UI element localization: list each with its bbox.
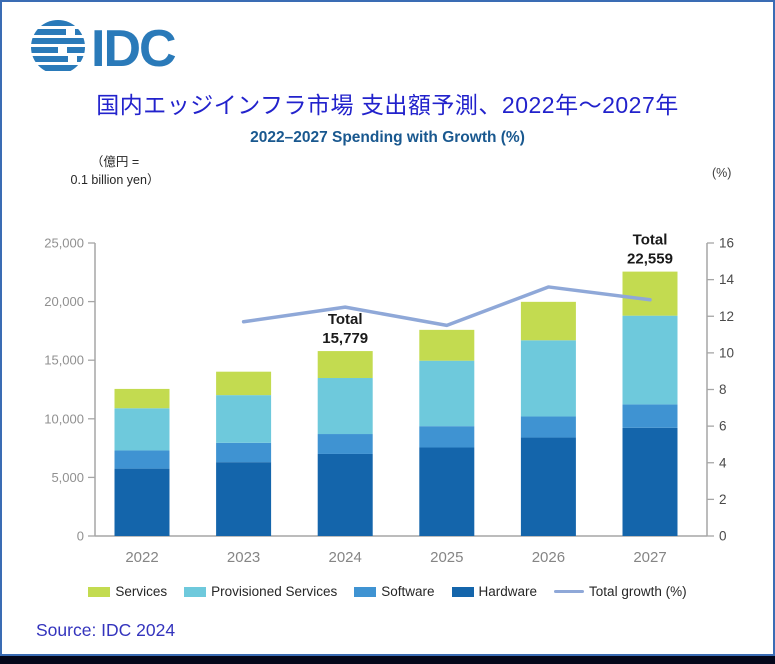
bar-segment-2022-provisioned-services — [114, 408, 170, 451]
bar-segment-2024-hardware — [317, 453, 373, 536]
legend-label: Services — [115, 584, 168, 599]
bar-segment-2023-hardware — [216, 462, 272, 536]
bar-segment-2022-hardware — [114, 468, 170, 536]
legend-item-provisioned-services: Provisioned Services — [184, 584, 337, 599]
x-axis-category-label: 2023 — [227, 549, 260, 566]
provisioned-services-swatch-icon — [184, 586, 207, 597]
total-annotation-value: 15,779 — [322, 330, 368, 347]
x-axis-category-label: 2025 — [430, 549, 463, 566]
hardware-swatch-icon — [451, 586, 474, 597]
total-annotation-value: 22,559 — [627, 251, 673, 268]
legend-item-software: Software — [354, 584, 435, 599]
legend-label: Software — [381, 584, 435, 599]
bar-segment-2027-services — [622, 271, 678, 316]
bar-segment-2026-provisioned-services — [520, 340, 576, 417]
right-axis-tick-label: 6 — [719, 419, 727, 434]
bar-segment-2023-software — [216, 442, 272, 463]
bar-segment-2025-hardware — [419, 447, 475, 536]
right-axis-tick-label: 14 — [719, 272, 735, 287]
right-axis-tick-label: 2 — [719, 492, 727, 507]
right-axis-tick-label: 8 — [719, 382, 727, 397]
total-annotation-label: Total — [328, 311, 363, 328]
right-axis-unit: (%) — [712, 166, 732, 180]
bar-segment-2024-provisioned-services — [317, 378, 373, 435]
left-axis-tick-label: 10,000 — [44, 411, 84, 426]
right-axis-tick-label: 16 — [719, 236, 734, 251]
right-axis-tick-label: 10 — [719, 345, 734, 360]
bar-segment-2024-services — [317, 351, 373, 379]
left-axis-unit-line2: 0.1 billion yen） — [70, 172, 160, 187]
left-axis-unit: （億円 = 0.1 billion yen） — [40, 154, 190, 189]
right-axis-tick-label: 0 — [719, 529, 727, 544]
legend-label: Total growth (%) — [589, 584, 687, 599]
x-axis-category-label: 2027 — [633, 549, 666, 566]
x-axis-category-label: 2024 — [329, 549, 362, 566]
bar-segment-2027-hardware — [622, 427, 678, 536]
bar-segment-2027-software — [622, 404, 678, 428]
x-axis-category-label: 2022 — [125, 549, 158, 566]
bar-segment-2023-services — [216, 371, 272, 396]
legend-item-hardware: Hardware — [451, 584, 538, 599]
bar-segment-2026-hardware — [520, 437, 576, 536]
right-axis-tick-label: 12 — [719, 309, 734, 324]
bar-segment-2026-software — [520, 416, 576, 438]
total-growth-line — [241, 285, 652, 328]
growth-line-swatch-icon — [554, 589, 585, 594]
logo-text: IDC — [91, 20, 176, 78]
bar-segment-2025-services — [419, 329, 475, 361]
bottom-strip — [0, 656, 775, 664]
idc-logo: IDC — [31, 20, 178, 78]
services-swatch-icon — [88, 586, 111, 597]
source-note: Source: IDC 2024 — [36, 620, 176, 640]
chart-subtitle: 2022–2027 Spending with Growth (%) — [250, 129, 525, 146]
x-axis-category-label: 2026 — [532, 549, 565, 566]
right-axis-tick-label: 4 — [719, 455, 727, 470]
legend-label: Hardware — [478, 584, 538, 599]
bar-segment-2024-software — [317, 434, 373, 454]
bar-segment-2022-software — [114, 450, 170, 469]
chart-plot: 0 5,000 10,000 15,000 20,000 25,000 0 2 4 6 8 10 12 1… — [44, 232, 735, 566]
left-axis-unit-line1: （億円 = — [90, 155, 140, 169]
globe-icon — [31, 20, 85, 71]
legend-item-total-growth: Total growth (%) — [554, 584, 687, 599]
legend-item-services: Services — [88, 584, 167, 599]
chart-legend: Services Provisioned Services Software H… — [0, 584, 775, 599]
bar-segment-2026-services — [520, 301, 576, 341]
page-title: 国内エッジインフラ市場 支出額予測、2022年～2027年 — [96, 92, 679, 118]
left-axis-tick-label: 15,000 — [44, 353, 84, 368]
left-axis-tick-label: 20,000 — [44, 294, 84, 309]
left-axis-tick-label: 5,000 — [51, 470, 84, 485]
bar-segment-2025-software — [419, 426, 475, 448]
bar-segment-2027-provisioned-services — [622, 315, 678, 405]
bar-segment-2025-provisioned-services — [419, 360, 475, 427]
left-axis-tick-label: 25,000 — [44, 236, 84, 251]
software-swatch-icon — [354, 586, 377, 597]
left-axis-tick-label: 0 — [77, 529, 84, 544]
legend-label: Provisioned Services — [211, 584, 338, 599]
total-annotation-label: Total — [633, 232, 668, 249]
bar-segment-2023-provisioned-services — [216, 395, 272, 443]
bar-segment-2022-services — [114, 388, 170, 409]
